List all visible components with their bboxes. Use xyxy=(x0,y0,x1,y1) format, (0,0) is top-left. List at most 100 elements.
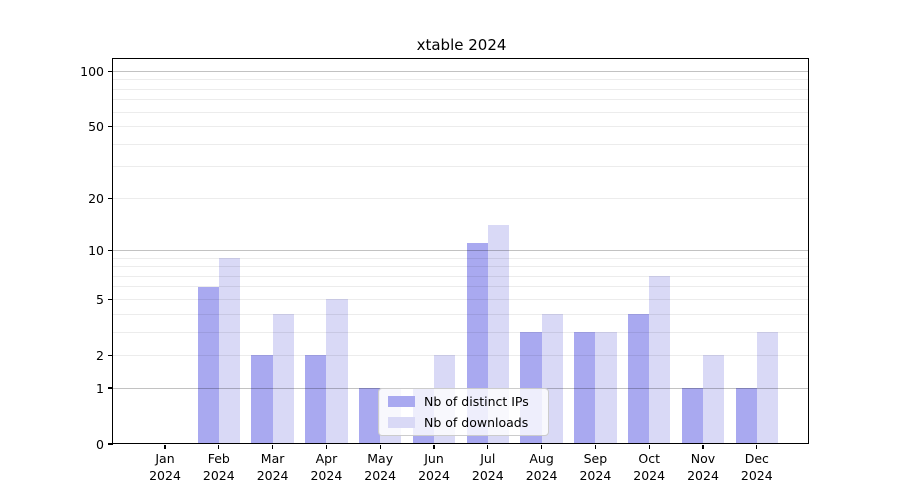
x-tick-mark-mar xyxy=(271,444,274,450)
x-tick-month: Jun xyxy=(424,451,444,466)
gridline-y-10 xyxy=(113,249,810,251)
x-tick-year: 2024 xyxy=(310,468,343,483)
gridline-y-7 xyxy=(113,275,810,277)
x-tick-mark-sep xyxy=(594,444,597,450)
bar-nb-of-downloads-mar xyxy=(272,314,294,444)
y-tick-mark-5 xyxy=(108,298,113,301)
y-tick-label-1: 1 xyxy=(96,380,104,396)
y-tick-label-50: 50 xyxy=(88,119,104,135)
gridline-y-50 xyxy=(113,126,810,128)
bar-nb-of-downloads-feb xyxy=(218,258,241,444)
bar-nb-of-distinct-ips-mar xyxy=(251,355,273,444)
legend-label: Nb of downloads xyxy=(424,415,529,430)
x-tick-month: Sep xyxy=(583,451,608,466)
x-tick-label-jul: Jul 2024 xyxy=(456,450,520,484)
bar-nb-of-distinct-ips-oct xyxy=(627,314,650,444)
y-tick-label-0: 0 xyxy=(96,436,104,452)
gridline-y-30 xyxy=(113,166,810,168)
gridline-y-6 xyxy=(113,286,810,288)
legend-label: Nb of distinct IPs xyxy=(424,394,529,409)
x-tick-year: 2024 xyxy=(740,468,773,483)
y-tick-mark-0 xyxy=(108,443,113,445)
x-tick-label-may: May 2024 xyxy=(348,450,412,484)
x-tick-label-aug: Aug 2024 xyxy=(510,450,574,484)
gridline-y-9 xyxy=(113,257,810,259)
x-tick-year: 2024 xyxy=(149,468,181,483)
bar-nb-of-downloads-apr xyxy=(326,299,348,444)
x-tick-label-apr: Apr 2024 xyxy=(294,450,358,484)
gridline-y-5 xyxy=(113,298,810,300)
x-tick-mark-may xyxy=(379,444,381,450)
x-tick-month: Jan xyxy=(155,451,175,466)
gridline-y-4 xyxy=(113,313,810,315)
y-tick-mark-1 xyxy=(108,387,113,389)
x-tick-label-jun: Jun 2024 xyxy=(402,450,466,484)
bar-nb-of-distinct-ips-may xyxy=(358,388,381,444)
gridline-y-90 xyxy=(113,79,810,81)
x-tick-year: 2024 xyxy=(579,468,612,483)
x-tick-label-oct: Oct 2024 xyxy=(617,450,681,484)
y-tick-label-10: 10 xyxy=(88,242,104,258)
gridline-y-80 xyxy=(113,88,810,90)
x-tick-mark-jun xyxy=(433,444,435,450)
x-tick-month: Dec xyxy=(744,451,769,466)
gridline-y-3 xyxy=(113,331,810,333)
legend-item: Nb of downloads xyxy=(388,415,548,430)
y-tick-label-20: 20 xyxy=(88,190,104,206)
x-tick-year: 2024 xyxy=(418,468,450,483)
y-tick-mark-50 xyxy=(108,126,113,128)
gridline-y-40 xyxy=(113,143,810,145)
bar-nb-of-distinct-ips-dec xyxy=(735,388,757,444)
x-tick-month: Apr xyxy=(315,451,338,466)
x-tick-mark-oct xyxy=(648,444,650,450)
x-tick-year: 2024 xyxy=(202,468,235,483)
bar-nb-of-downloads-nov xyxy=(703,355,725,444)
x-tick-label-dec: Dec 2024 xyxy=(725,450,789,484)
y-tick-mark-20 xyxy=(108,197,113,199)
x-tick-label-nov: Nov 2024 xyxy=(671,450,735,484)
gridline-y-8 xyxy=(113,266,810,268)
x-tick-year: 2024 xyxy=(471,468,504,483)
x-tick-label-sep: Sep 2024 xyxy=(563,450,627,484)
y-tick-mark-100 xyxy=(108,70,113,73)
x-tick-year: 2024 xyxy=(256,468,289,483)
gridline-y-100 xyxy=(113,71,810,73)
bar-nb-of-downloads-dec xyxy=(756,332,779,444)
x-tick-year: 2024 xyxy=(364,468,397,483)
bar-nb-of-downloads-sep xyxy=(595,332,617,444)
x-tick-mark-aug xyxy=(540,444,543,450)
y-tick-label-100: 100 xyxy=(80,64,104,80)
x-tick-mark-nov xyxy=(702,444,704,450)
x-tick-month: Oct xyxy=(638,451,660,466)
x-tick-month: Jul xyxy=(480,451,496,466)
legend-item: Nb of distinct IPs xyxy=(388,394,548,409)
x-tick-month: Feb xyxy=(207,451,230,466)
legend-swatch-icon xyxy=(388,417,415,428)
x-tick-label-jan: Jan 2024 xyxy=(133,450,197,484)
x-tick-year: 2024 xyxy=(633,468,666,483)
gridline-y-20 xyxy=(113,197,810,199)
x-tick-month: Nov xyxy=(690,451,716,466)
legend-swatch-icon xyxy=(388,396,415,407)
y-tick-mark-2 xyxy=(108,354,113,356)
gridline-y-70 xyxy=(113,99,810,101)
x-tick-mark-apr xyxy=(325,444,328,450)
bar-nb-of-distinct-ips-sep xyxy=(574,332,596,444)
bar-nb-of-distinct-ips-nov xyxy=(681,388,703,444)
y-tick-label-5: 5 xyxy=(96,291,104,307)
x-tick-label-mar: Mar 2024 xyxy=(241,450,305,484)
y-tick-label-2: 2 xyxy=(96,347,104,363)
bar-nb-of-distinct-ips-feb xyxy=(197,286,219,444)
x-tick-mark-dec xyxy=(756,444,758,450)
x-tick-month: Aug xyxy=(529,451,554,466)
x-tick-month: Mar xyxy=(260,451,285,466)
x-tick-year: 2024 xyxy=(687,468,719,483)
x-tick-mark-jan xyxy=(164,444,166,450)
x-tick-mark-feb xyxy=(218,444,220,450)
gridline-y-60 xyxy=(113,111,810,113)
x-tick-month: May xyxy=(367,451,394,466)
x-tick-mark-jul xyxy=(487,444,489,450)
bar-nb-of-downloads-oct xyxy=(649,276,671,444)
